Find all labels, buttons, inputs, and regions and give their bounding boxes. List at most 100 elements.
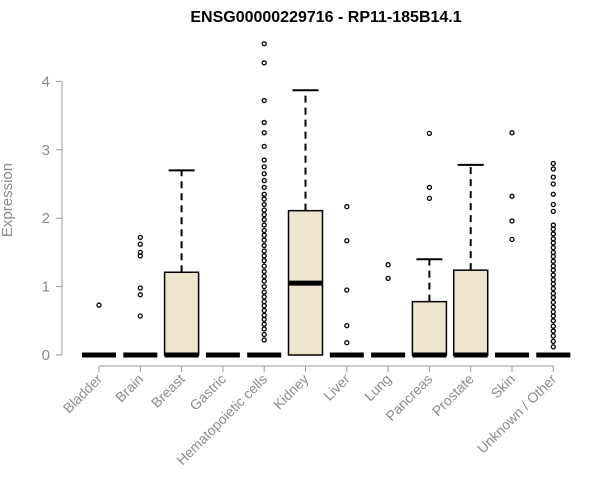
outlier-point — [344, 238, 350, 244]
outlier-point — [137, 285, 143, 291]
outlier-point — [261, 289, 267, 295]
outlier-point — [261, 143, 267, 150]
outlier-point — [550, 160, 556, 167]
y-tick-label: 2 — [42, 210, 50, 227]
outlier-point — [261, 268, 267, 275]
outlier-point — [550, 201, 556, 208]
outlier-point — [261, 157, 267, 163]
outlier-point — [426, 195, 433, 202]
outlier-point — [550, 333, 556, 339]
y-tick-label: 1 — [42, 279, 50, 296]
outlier-point — [550, 166, 556, 172]
outlier-point — [261, 177, 267, 184]
outlier-point — [137, 313, 143, 319]
outlier-point — [550, 323, 556, 329]
outlier-point — [550, 313, 556, 319]
outlier-point — [261, 294, 267, 300]
outlier-point — [261, 207, 267, 213]
outlier-point — [550, 236, 556, 242]
outlier-point — [426, 130, 433, 137]
outlier-point — [261, 196, 267, 202]
outlier-point — [550, 318, 556, 324]
outlier-point — [261, 273, 267, 279]
outlier-point — [261, 232, 267, 238]
y-tick-label: 3 — [42, 142, 50, 159]
outlier-point — [261, 303, 267, 309]
chart-title: ENSG00000229716 - RP11-185B14.1 — [190, 9, 461, 26]
box-bladder — [82, 302, 116, 358]
outlier-point — [550, 272, 556, 278]
outlier-point — [261, 283, 267, 290]
outlier-point — [137, 241, 143, 247]
outlier-point — [509, 218, 515, 224]
outlier-point — [261, 227, 267, 234]
box-iqr — [411, 300, 448, 356]
outlier-point — [261, 331, 267, 338]
category-label: Liver — [320, 371, 353, 404]
outlier-point — [344, 340, 350, 346]
category-label: Prostate — [429, 371, 477, 419]
box-unknown-other — [536, 160, 571, 358]
outlier-point — [550, 222, 556, 228]
outlier-point — [550, 226, 556, 232]
category-label: Breast — [148, 371, 188, 411]
outlier-point — [137, 249, 143, 256]
outlier-point — [550, 231, 556, 237]
outlier-point — [550, 294, 556, 301]
outlier-point — [550, 338, 556, 344]
outlier-point — [96, 302, 102, 308]
box-brain — [123, 234, 158, 358]
outlier-point — [550, 290, 556, 297]
outlier-point — [550, 328, 556, 334]
y-tick-label: 0 — [42, 347, 50, 364]
outlier-point — [550, 181, 556, 187]
boxes-group — [82, 41, 571, 358]
outlier-point — [261, 60, 267, 66]
outlier-point — [426, 184, 433, 191]
outlier-point — [509, 236, 515, 243]
outlier-point — [550, 258, 556, 264]
box-iqr — [452, 269, 489, 356]
outlier-point — [261, 321, 267, 327]
outlier-point — [261, 263, 267, 269]
y-tick-label: 4 — [42, 73, 50, 90]
outlier-point — [261, 119, 267, 126]
outlier-point — [261, 298, 267, 305]
box-hematopoietic-cells — [247, 41, 282, 358]
outlier-point — [344, 322, 350, 329]
outlier-point — [261, 237, 267, 243]
outlier-point — [137, 292, 143, 298]
outlier-point — [550, 309, 556, 315]
outlier-point — [261, 337, 267, 343]
outlier-point — [261, 253, 267, 259]
outlier-point — [550, 191, 556, 197]
outlier-point — [550, 304, 556, 310]
box-skin — [495, 130, 529, 358]
category-label: Lung — [361, 371, 394, 404]
outlier-point — [550, 299, 556, 305]
outlier-point — [261, 242, 267, 249]
outlier-point — [261, 248, 267, 254]
outlier-point — [261, 326, 267, 332]
outlier-point — [261, 312, 267, 318]
y-axis: 0 1 2 3 4 — [42, 73, 63, 364]
outlier-point — [550, 267, 556, 273]
outlier-point — [261, 130, 267, 136]
outlier-point — [261, 307, 267, 314]
outlier-point — [261, 316, 267, 323]
outlier-point — [261, 278, 267, 284]
box-kidney — [287, 89, 324, 356]
outlier-point — [385, 262, 391, 268]
outlier-point — [550, 281, 556, 287]
outlier-point — [261, 222, 267, 228]
outlier-point — [344, 203, 350, 210]
category-label: Kidney — [270, 371, 312, 413]
outlier-point — [550, 277, 556, 283]
outlier-point — [550, 253, 556, 260]
box-prostate — [452, 163, 489, 358]
outlier-point — [137, 234, 143, 241]
outlier-point — [550, 344, 556, 350]
category-label: Brain — [112, 371, 146, 405]
